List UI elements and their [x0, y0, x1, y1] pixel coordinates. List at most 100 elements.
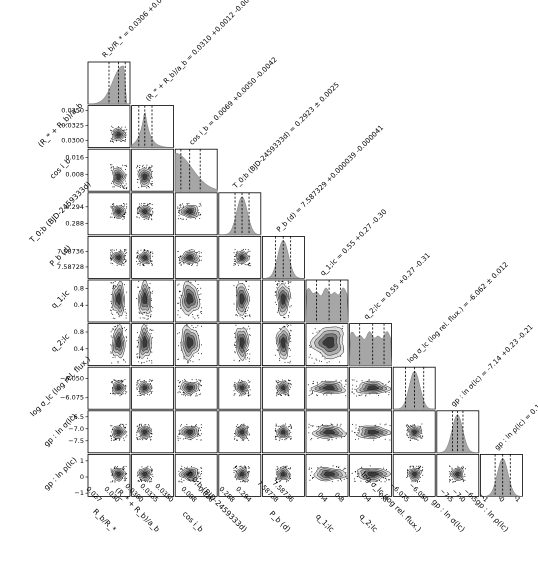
sample-point	[311, 438, 313, 439]
sample-point	[234, 393, 236, 395]
sample-point	[136, 388, 138, 390]
sample-point	[244, 466, 246, 467]
sample-point	[457, 465, 459, 467]
sample-point	[198, 433, 199, 435]
contour-panel-4-3	[218, 235, 262, 279]
sample-point	[111, 429, 113, 430]
sample-point	[191, 425, 193, 427]
x-axis-label: gp : ln ρ(lc)	[474, 497, 511, 534]
sample-point	[118, 316, 120, 318]
sample-point	[234, 332, 235, 334]
x-axis-label: P_b (d)	[268, 509, 293, 534]
sample-point	[177, 314, 179, 316]
sample-point	[192, 327, 194, 329]
sample-point	[195, 379, 197, 381]
sample-point	[113, 249, 115, 251]
sample-point	[178, 210, 180, 212]
sample-point	[139, 468, 141, 470]
sample-point	[197, 290, 199, 292]
sample-point	[342, 325, 344, 327]
y-tick-label: 0.288	[65, 220, 84, 228]
sample-point	[200, 312, 202, 314]
contour-panel-6-4	[261, 323, 305, 367]
sample-point	[120, 423, 122, 425]
sample-point	[139, 423, 141, 425]
sample-point	[287, 283, 289, 285]
sample-point	[417, 439, 419, 441]
sample-point	[196, 395, 198, 397]
sample-point	[355, 424, 357, 426]
contour-panel-8-4	[261, 410, 305, 454]
sample-point	[149, 379, 151, 381]
sample-point	[151, 185, 153, 187]
sample-point	[290, 427, 292, 428]
sample-point	[245, 480, 247, 482]
sample-point	[136, 298, 138, 300]
sample-point	[126, 203, 128, 205]
sample-point	[123, 359, 125, 361]
sample-point	[462, 480, 464, 482]
sample-point	[201, 307, 203, 309]
sample-point	[239, 315, 241, 317]
sample-point	[111, 381, 113, 382]
sample-point	[148, 425, 150, 427]
contour-panel-8-7	[392, 410, 436, 454]
contour-panel-7-6	[349, 366, 393, 410]
sample-point	[319, 360, 321, 362]
sample-point	[114, 466, 116, 468]
sample-point	[246, 353, 248, 355]
sample-point	[146, 481, 148, 483]
sample-point	[178, 470, 180, 472]
sample-point	[200, 439, 202, 441]
sample-point	[143, 203, 145, 205]
sample-point	[138, 262, 140, 264]
sample-point	[124, 478, 126, 480]
sample-point	[111, 166, 113, 168]
sample-point	[151, 380, 153, 382]
sample-point	[123, 426, 125, 428]
sample-point	[147, 167, 149, 169]
sample-point	[407, 428, 408, 430]
sample-point	[340, 423, 342, 425]
sample-point	[275, 481, 277, 483]
sample-point	[126, 129, 128, 131]
sample-point	[115, 438, 117, 440]
sample-point	[234, 433, 235, 434]
sample-point	[276, 481, 278, 483]
sample-point	[112, 357, 114, 358]
sample-point	[195, 395, 197, 397]
sample-point	[276, 478, 278, 480]
sample-point	[279, 360, 281, 362]
sample-point	[111, 133, 113, 135]
contour-level	[323, 471, 336, 477]
sample-point	[142, 313, 144, 315]
sample-point	[234, 438, 236, 440]
sample-point	[288, 325, 290, 327]
sample-point	[125, 337, 127, 339]
sample-point	[112, 203, 114, 205]
sample-point	[357, 430, 359, 432]
sample-point	[277, 391, 279, 393]
contour-level	[142, 471, 148, 477]
sample-point	[462, 479, 464, 481]
sample-point	[112, 309, 114, 311]
sample-point	[421, 423, 423, 425]
sample-point	[277, 311, 279, 313]
sample-point	[454, 481, 456, 482]
sample-point	[240, 395, 242, 397]
sample-point	[241, 424, 243, 426]
sample-point	[200, 429, 202, 431]
sample-point	[124, 259, 126, 261]
sample-point	[234, 336, 236, 338]
sample-point	[328, 439, 330, 441]
sample-point	[111, 431, 113, 433]
sample-point	[148, 380, 150, 382]
sample-point	[340, 380, 342, 382]
sample-point	[145, 314, 147, 316]
sample-point	[179, 204, 181, 206]
sample-point	[124, 216, 126, 218]
sample-point	[124, 213, 126, 215]
sample-point	[289, 467, 291, 469]
sample-point	[136, 260, 138, 262]
sample-point	[146, 204, 148, 206]
